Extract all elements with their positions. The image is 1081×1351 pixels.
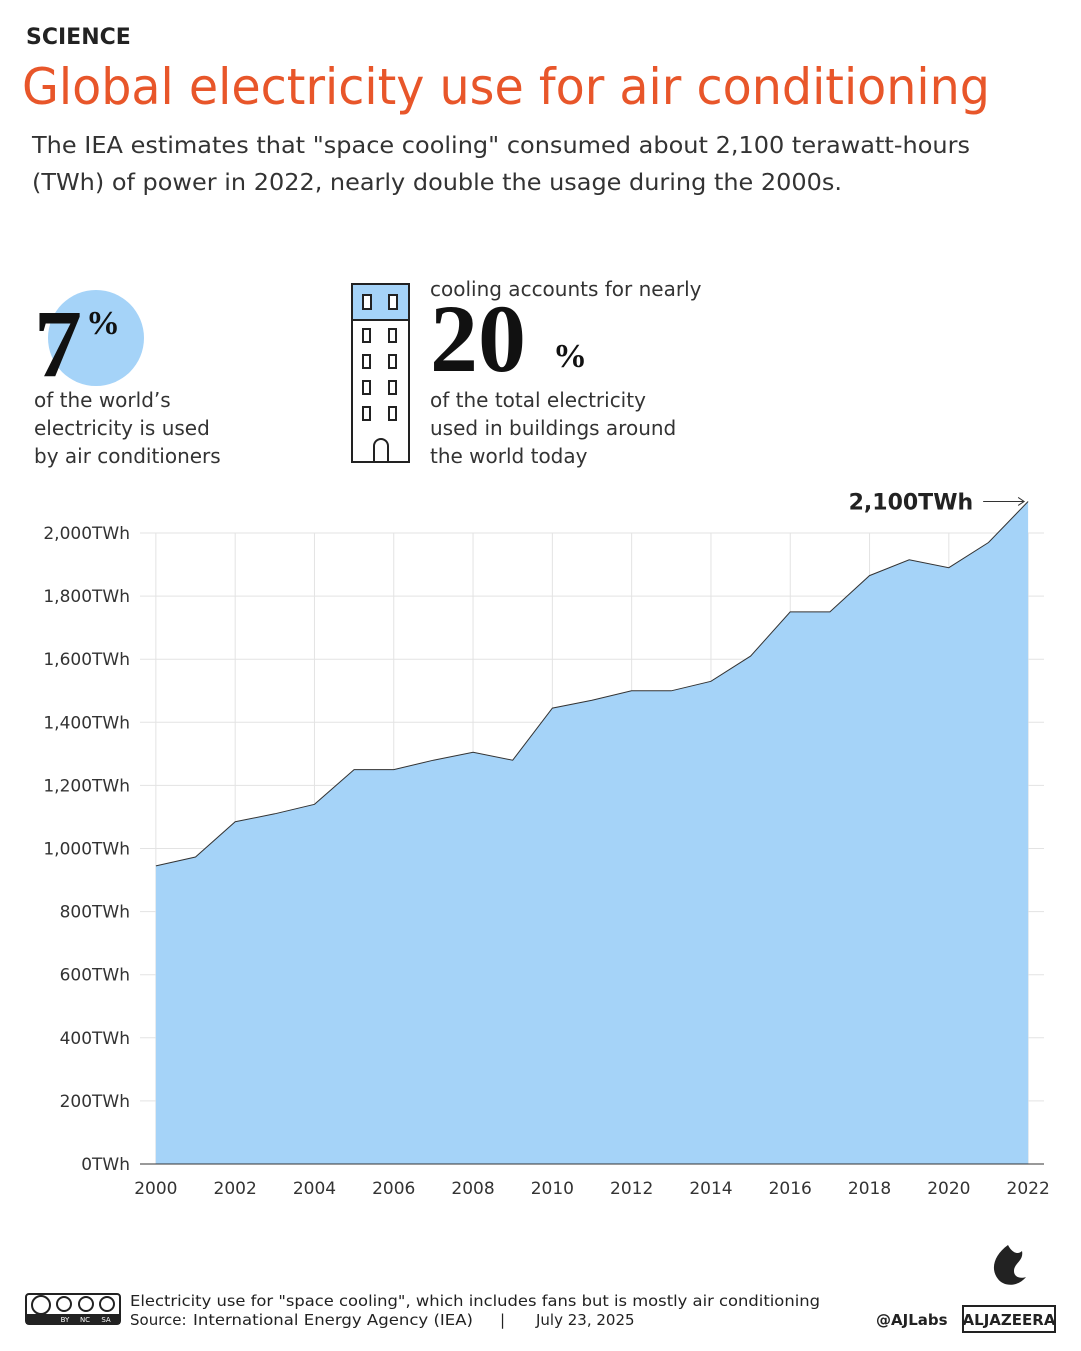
stat-circle <box>48 290 144 386</box>
stat-text: of the total electricity <box>430 388 646 412</box>
x-tick-label: 2014 <box>689 1179 732 1199</box>
source: International Energy Agency (IEA) <box>193 1311 473 1329</box>
building-icon <box>351 283 410 463</box>
separator: | <box>500 1311 505 1329</box>
x-tick-label: 2004 <box>293 1179 336 1199</box>
cc-label: SA <box>101 1316 111 1324</box>
subtitle: The IEA estimates that "space cooling" c… <box>31 133 970 159</box>
stat-text: by air conditioners <box>34 444 221 468</box>
stat-unit: % <box>86 305 120 342</box>
y-tick-label: 1,800TWh <box>43 587 130 607</box>
date: July 23, 2025 <box>535 1311 635 1329</box>
stat-number: 7 <box>34 290 82 397</box>
stat-text: of the world’s <box>34 388 171 412</box>
cc-label: NC <box>80 1316 90 1324</box>
y-tick-label: 1,400TWh <box>43 713 130 733</box>
x-tick-label: 2008 <box>451 1179 494 1199</box>
annotation: 2,100TWh <box>849 490 974 515</box>
y-tick-label: 600TWh <box>60 966 130 986</box>
y-tick-label: 200TWh <box>60 1092 130 1112</box>
handle: @AJLabs <box>876 1311 948 1329</box>
footnote: Electricity use for "space cooling", whi… <box>130 1292 820 1310</box>
source-label: Source: <box>130 1311 187 1329</box>
stat-number: 20 <box>430 285 526 392</box>
y-tick-label: 400TWh <box>60 1029 130 1049</box>
y-tick-label: 0TWh <box>81 1155 130 1175</box>
y-tick-label: 2,000TWh <box>43 524 130 544</box>
brand: ALJAZEERA <box>963 1311 1056 1329</box>
stat-lead: cooling accounts for nearly <box>430 277 702 301</box>
x-tick-label: 2020 <box>927 1179 970 1199</box>
x-tick-label: 2000 <box>134 1179 177 1199</box>
chart: 0TWh 200TWh 400TWh 600TWh 800TWh 1,000TWh 1,20… <box>43 490 1049 1199</box>
y-tick-label: 1,200TWh <box>43 776 130 796</box>
x-tick-label: 2002 <box>214 1179 257 1199</box>
stat-unit: % <box>553 338 587 375</box>
title: Global electricity use for air condition… <box>22 58 990 116</box>
x-tick-label: 2016 <box>769 1179 812 1199</box>
y-tick-label: 1,600TWh <box>43 650 130 670</box>
x-tick-label: 2018 <box>848 1179 891 1199</box>
cc-badge: BY NC SA <box>25 1293 121 1325</box>
subtitle: (TWh) of power in 2022, nearly double th… <box>32 170 842 196</box>
area <box>155 501 1029 1164</box>
kicker: SCIENCE <box>26 25 131 50</box>
stat-text: the world today <box>430 444 588 468</box>
x-tick-label: 2010 <box>531 1179 574 1199</box>
area-line <box>155 501 1029 867</box>
annotation-arrowhead <box>1017 497 1026 506</box>
brand-logo: ALJAZEERA <box>962 1245 1056 1333</box>
x-tick-label: 2012 <box>610 1179 653 1199</box>
stat-text: used in buildings around <box>430 416 676 440</box>
stat-text: electricity is used <box>34 416 210 440</box>
x-tick-label: 2022 <box>1007 1179 1050 1199</box>
cc-label: BY <box>61 1316 70 1324</box>
y-tick-label: 800TWh <box>60 903 130 923</box>
x-tick-label: 2006 <box>372 1179 415 1199</box>
y-tick-label: 1,000TWh <box>43 840 130 860</box>
